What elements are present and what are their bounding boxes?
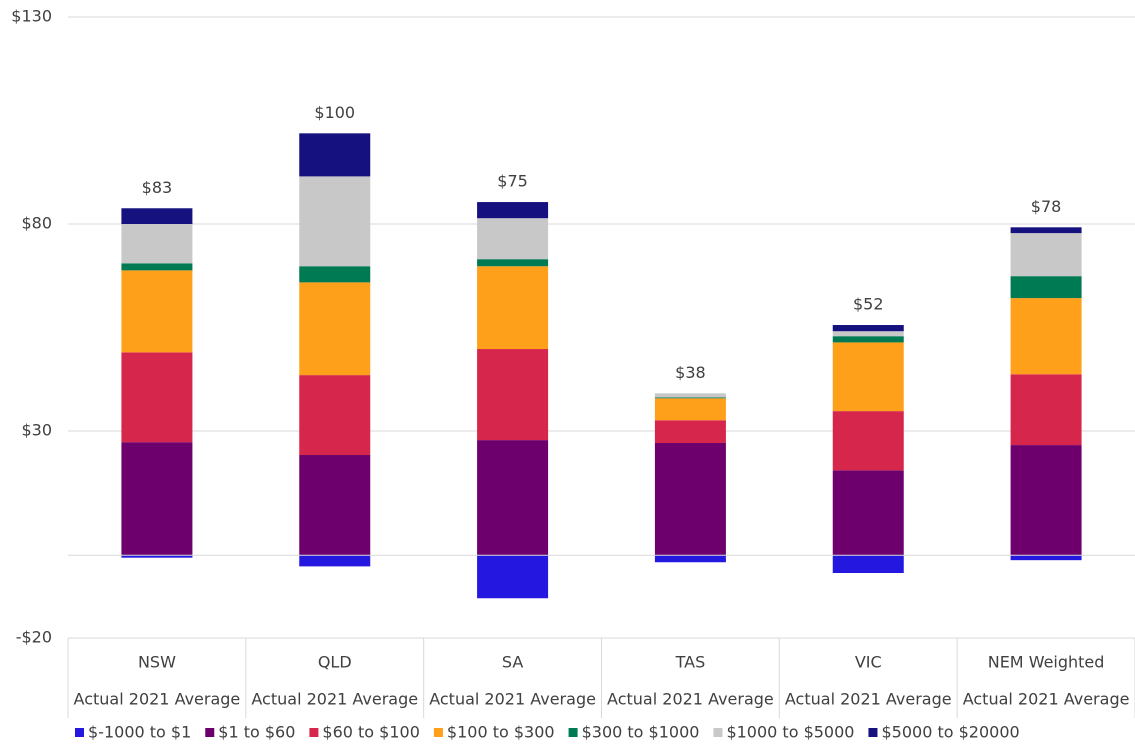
legend-label: $5000 to $20000 — [881, 723, 1019, 742]
bar-segment — [654, 398, 726, 421]
total-label: $38 — [675, 363, 706, 382]
bar-segment — [1010, 445, 1082, 556]
bar-segment — [121, 555, 193, 558]
legend-swatch — [309, 728, 319, 737]
bar-segment — [121, 208, 193, 224]
bar-segment — [1010, 276, 1082, 299]
x-sublabel: Actual 2021 Average — [74, 690, 241, 709]
bar-segment — [477, 259, 549, 267]
total-label: $78 — [1031, 197, 1062, 216]
legend-swatch — [713, 728, 723, 737]
bar-segment — [477, 266, 549, 350]
bar-segment — [654, 443, 726, 556]
bar-segment — [654, 420, 726, 444]
legend-swatch — [433, 728, 443, 737]
y-tick-label: $80 — [21, 214, 52, 233]
legend-swatch — [75, 728, 84, 737]
legend-label: $1 to $60 — [218, 723, 295, 742]
bar-segment — [299, 555, 371, 567]
bar-segment — [832, 325, 904, 332]
bar-segment — [299, 266, 371, 283]
bar-segment — [477, 555, 549, 599]
legend-label: $-1000 to $1 — [88, 723, 191, 742]
bar-segment — [1010, 298, 1082, 375]
y-tick-label: -$20 — [16, 628, 52, 647]
x-sublabel: Actual 2021 Average — [607, 690, 774, 709]
x-sublabel: Actual 2021 Average — [429, 690, 596, 709]
bar-segment — [299, 176, 371, 267]
bar-segment — [121, 270, 193, 353]
legend-label: $60 to $100 — [322, 723, 420, 742]
bar-segment — [832, 342, 904, 412]
bar-segment — [1010, 227, 1082, 234]
bar-segment — [654, 397, 726, 399]
bar-segment — [1010, 555, 1082, 561]
legend-label: $1000 to $5000 — [726, 723, 854, 742]
bar-segment — [654, 393, 726, 398]
x-sublabel: Actual 2021 Average — [785, 690, 952, 709]
bar-segment — [832, 470, 904, 556]
bar-segment — [832, 336, 904, 343]
bar-segment — [477, 218, 549, 260]
bar-segment — [299, 455, 371, 556]
bar-segment — [832, 411, 904, 471]
legend-label: $100 to $300 — [447, 723, 555, 742]
x-sublabel: Actual 2021 Average — [251, 690, 418, 709]
legend-swatch — [868, 728, 878, 737]
y-tick-label: $30 — [21, 421, 52, 440]
bar-segment — [1010, 374, 1082, 446]
bar-segment — [299, 282, 371, 376]
bar-segment — [832, 555, 904, 574]
x-sublabel: Actual 2021 Average — [963, 690, 1130, 709]
x-tick-label: SA — [502, 653, 523, 672]
bar-segment — [299, 133, 371, 177]
bar-segment — [299, 375, 371, 456]
bar-segment — [477, 440, 549, 556]
legend-swatch — [568, 728, 578, 737]
bar-segment — [121, 224, 193, 264]
bar-segment — [654, 555, 726, 563]
x-tick-label: NSW — [138, 653, 176, 672]
total-label: $100 — [314, 103, 355, 122]
bar-segment — [477, 202, 549, 219]
legend-label: $300 to $1000 — [582, 723, 700, 742]
x-tick-label: TAS — [675, 653, 706, 672]
bar-segment — [477, 349, 549, 441]
bar-segment — [121, 352, 193, 443]
x-tick-label: QLD — [318, 653, 352, 672]
bar-segment — [832, 331, 904, 337]
total-label: $83 — [142, 178, 173, 197]
y-tick-label: $130 — [11, 7, 52, 26]
bar-segment — [121, 442, 193, 556]
bar-segment — [121, 263, 193, 271]
bar-segment — [1010, 233, 1082, 277]
legend-swatch — [205, 728, 215, 737]
x-tick-label: VIC — [855, 653, 882, 672]
x-tick-label: NEM Weighted — [988, 653, 1105, 672]
total-label: $52 — [853, 295, 884, 314]
total-label: $75 — [497, 172, 528, 191]
